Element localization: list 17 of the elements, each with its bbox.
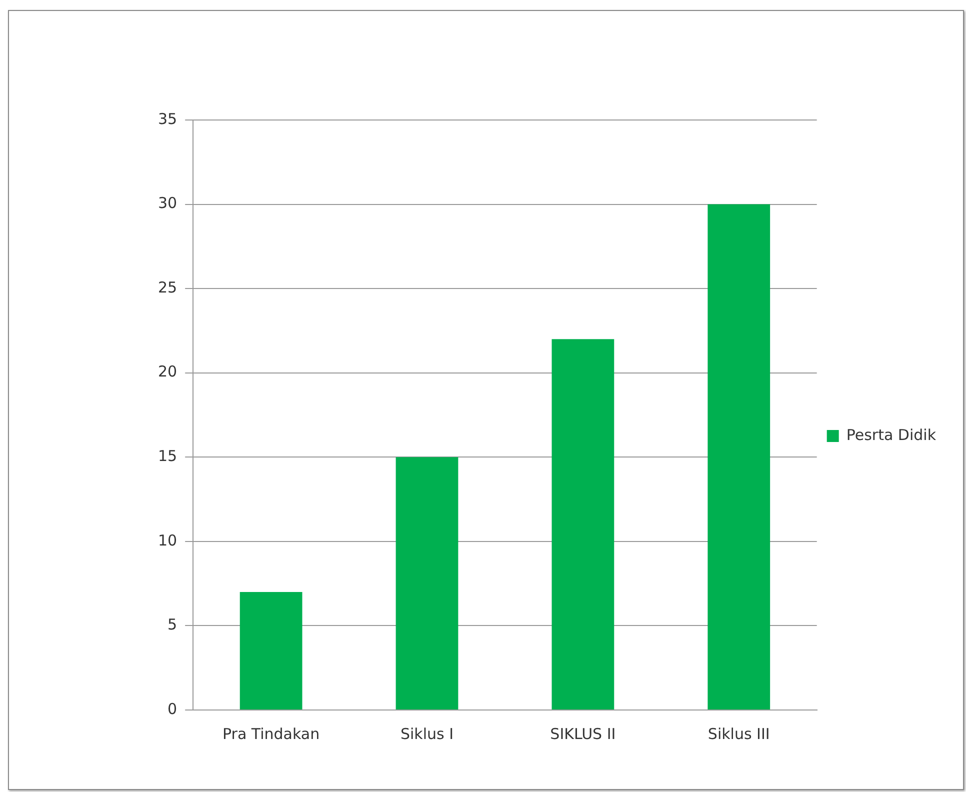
y-tick-label: 15	[158, 447, 178, 466]
bar	[708, 204, 770, 710]
y-tick-label: 5	[168, 616, 178, 634]
bar	[240, 592, 302, 710]
y-tick-label: 35	[158, 110, 178, 128]
y-tick-label: 25	[158, 278, 178, 296]
y-tick-label: 20	[158, 362, 178, 381]
y-tick-label: 0	[168, 700, 178, 718]
bar	[552, 339, 614, 710]
y-tick-label: 10	[158, 531, 178, 550]
legend-label: Pesrta Didik	[846, 426, 936, 444]
bar	[396, 457, 458, 710]
x-tick-label: Siklus I	[400, 724, 454, 743]
x-tick-label: Siklus III	[708, 724, 770, 743]
y-tick-label: 30	[158, 194, 178, 212]
x-tick-label: SIKLUS II	[550, 724, 616, 743]
x-tick-label: Pra Tindakan	[222, 724, 320, 743]
